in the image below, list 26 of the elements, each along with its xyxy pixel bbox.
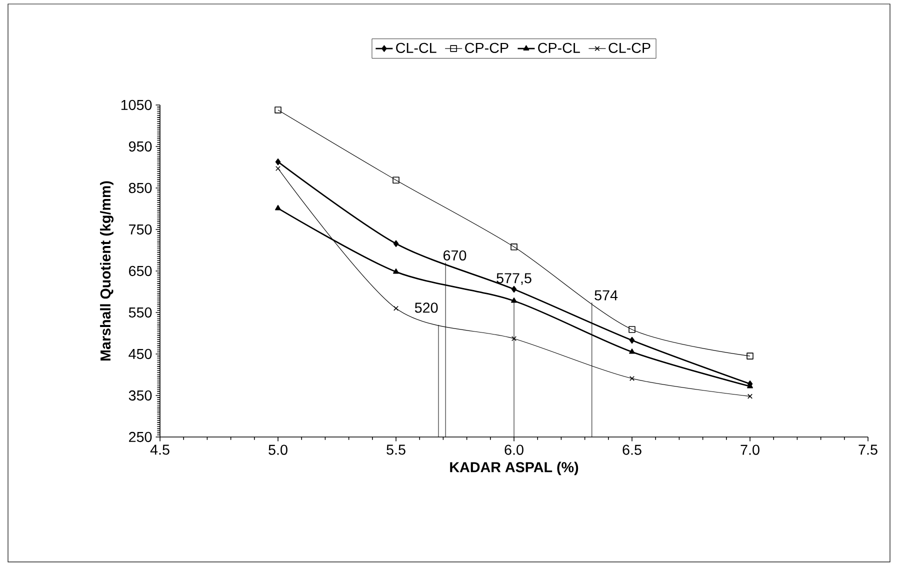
y-tick-label: 350 xyxy=(128,390,152,401)
x-tick-label: 5.5 xyxy=(386,444,406,455)
annotation: 670 xyxy=(444,250,466,260)
legend-label: CP-CP xyxy=(465,42,508,53)
annotation: 520 xyxy=(414,302,438,313)
legend-label: CL-CL xyxy=(396,42,436,53)
annotation: 574 xyxy=(594,290,618,300)
y-tick-label: 950 xyxy=(128,141,152,152)
x-tick-label: 6.0 xyxy=(504,444,524,455)
x-axis-title: KADAR ASPAL (%) xyxy=(450,462,578,476)
y-tick-label: 450 xyxy=(128,348,152,360)
x-tick-label: 7.0 xyxy=(740,444,760,455)
y-tick-label: 650 xyxy=(129,266,152,276)
x-tick-label: 5.0 xyxy=(268,444,288,455)
y-tick-label: 850 xyxy=(128,182,152,194)
legend-label: CL-CP xyxy=(608,42,650,53)
x-tick-label: 4.5 xyxy=(150,444,170,455)
legend-label: CP-CL xyxy=(538,42,580,53)
y-tick-label: 550 xyxy=(128,307,152,318)
annotation: 577,5 xyxy=(496,273,532,285)
y-tick-label: 250 xyxy=(129,432,152,442)
y-axis-title: Marshall Quotient (kg/mm) xyxy=(100,181,114,361)
y-tick-label: 1050 xyxy=(121,100,152,110)
x-tick-label: 7.5 xyxy=(858,444,878,455)
x-tick-label: 6.5 xyxy=(622,444,642,455)
y-tick-label: 750 xyxy=(129,224,152,235)
